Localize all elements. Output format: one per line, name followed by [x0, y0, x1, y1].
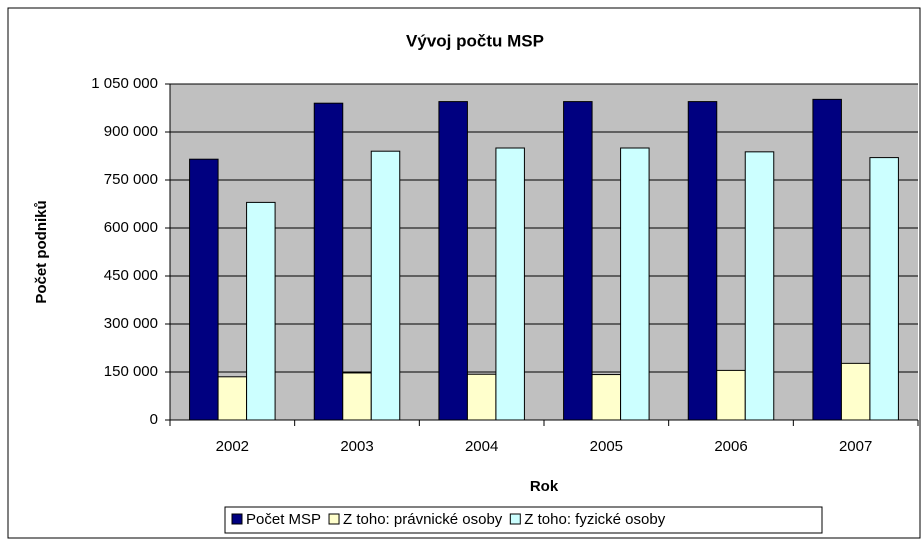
chart-title: Vývoj počtu MSP [406, 31, 544, 50]
y-tick-label: 1 050 000 [91, 75, 158, 92]
x-tick-label: 2004 [465, 438, 498, 455]
bar [591, 374, 622, 421]
y-axis-label: Počet podniků [33, 200, 50, 303]
bar [716, 369, 746, 421]
y-tick-label: 0 [150, 411, 158, 428]
bar [342, 372, 372, 421]
legend-swatch [509, 513, 521, 525]
bar [812, 98, 842, 421]
x-tick-label: 2003 [340, 438, 373, 455]
legend-label: Počet MSP [246, 511, 321, 528]
bar [246, 201, 276, 421]
bar [869, 157, 899, 421]
x-tick-label: 2005 [590, 438, 623, 455]
bar [563, 101, 593, 421]
bar [217, 376, 248, 421]
bar [370, 150, 401, 421]
x-tick-label: 2007 [839, 438, 872, 455]
x-axis-label: Rok [530, 478, 559, 495]
y-tick-label: 450 000 [104, 267, 158, 284]
legend-swatch [328, 513, 340, 525]
bar [313, 102, 344, 421]
bar [744, 151, 775, 421]
bar [687, 101, 718, 421]
bar [189, 158, 219, 421]
plot-area [170, 84, 918, 420]
y-tick-label: 600 000 [104, 219, 158, 236]
y-tick-label: 750 000 [104, 171, 158, 188]
bar [840, 362, 871, 421]
y-tick-label: 900 000 [104, 123, 158, 140]
legend-label: Z toho: fyzické osoby [524, 511, 665, 528]
y-tick-label: 150 000 [104, 363, 158, 380]
x-tick-label: 2006 [714, 438, 747, 455]
bar [466, 373, 497, 421]
legend [224, 506, 823, 534]
y-tick-label: 300 000 [104, 315, 158, 332]
bar [620, 147, 650, 421]
bar [495, 147, 525, 421]
legend-swatch [231, 513, 243, 525]
bar [438, 101, 468, 421]
x-tick-label: 2002 [216, 438, 249, 455]
legend-label: Z toho: právnické osoby [343, 511, 503, 528]
